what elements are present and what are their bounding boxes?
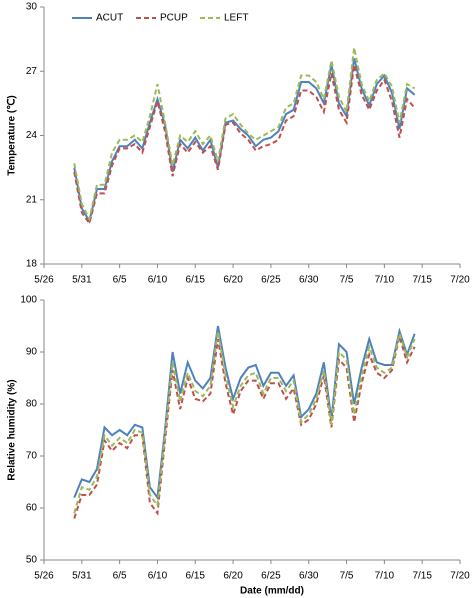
- series-line: [73, 325, 416, 501]
- x-tick-label: 5/26: [34, 571, 54, 582]
- y-tick-label: 21: [26, 194, 38, 205]
- x-tick-label: 7/10: [375, 571, 395, 582]
- series-line: [73, 64, 416, 226]
- x-tick-label: 6/25: [261, 275, 281, 286]
- x-tick-label: 5/31: [72, 571, 92, 582]
- x-tick-label: 6/30: [299, 571, 319, 582]
- y-tick-label: 100: [20, 295, 37, 306]
- x-tick-label: 6/25: [261, 571, 281, 582]
- x-tick-label: 7/5: [340, 275, 354, 286]
- x-tick-label: 6/30: [299, 275, 319, 286]
- x-tick-label: 6/10: [148, 571, 168, 582]
- x-tick-label: 7/15: [412, 275, 432, 286]
- x-tick-label: 7/20: [450, 571, 470, 582]
- x-tick-label: 6/10: [148, 275, 168, 286]
- x-tick-label: 7/15: [412, 571, 432, 582]
- x-tick-label: 5/26: [34, 275, 54, 286]
- y-tick-label: 90: [26, 347, 38, 358]
- y-tick-label: 18: [26, 259, 38, 270]
- y-axis-title: Relative humidity (%): [7, 379, 18, 480]
- x-tick-label: 6/20: [223, 571, 243, 582]
- y-tick-label: 30: [26, 2, 38, 13]
- legend-label: PCUP: [160, 13, 188, 24]
- y-tick-label: 50: [26, 555, 38, 566]
- series-line: [73, 47, 416, 222]
- y-tick-label: 24: [26, 130, 38, 141]
- x-tick-label: 5/31: [72, 275, 92, 286]
- x-tick-label: 7/10: [375, 275, 395, 286]
- y-tick-label: 70: [26, 451, 38, 462]
- y-axis-title: Temperature (℃): [7, 95, 18, 176]
- series-line: [73, 58, 416, 224]
- x-tick-label: 6/20: [223, 275, 243, 286]
- x-axis-title: Date (mm/dd): [240, 586, 304, 597]
- y-tick-label: 60: [26, 503, 38, 514]
- series-line: [73, 336, 416, 519]
- x-tick-label: 6/15: [186, 275, 206, 286]
- x-tick-label: 6/15: [186, 571, 206, 582]
- x-tick-label: 7/20: [450, 275, 470, 286]
- x-tick-label: 6/5: [113, 571, 127, 582]
- legend-label: ACUT: [96, 13, 123, 24]
- x-tick-label: 6/5: [113, 275, 127, 286]
- y-tick-label: 27: [26, 66, 38, 77]
- legend-label: LEFT: [224, 13, 248, 24]
- x-tick-label: 7/5: [340, 571, 354, 582]
- series-line: [73, 330, 416, 514]
- y-tick-label: 80: [26, 399, 38, 410]
